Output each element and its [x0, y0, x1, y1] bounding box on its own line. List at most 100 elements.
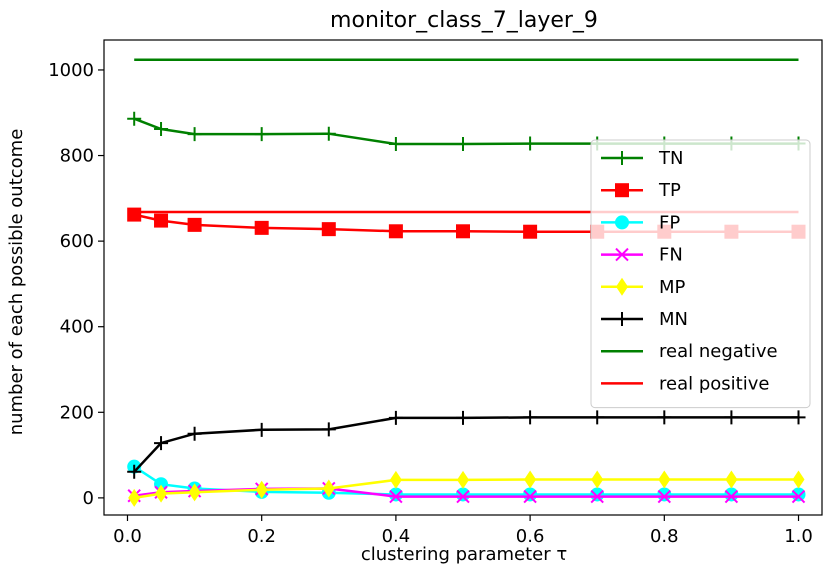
data-point-mn: [724, 410, 739, 425]
x-tick-label: 0.6: [516, 526, 545, 547]
data-point-mn: [127, 464, 142, 479]
data-point-mn: [456, 410, 470, 425]
data-point-fn: [657, 489, 672, 504]
data-point-mn: [590, 410, 605, 425]
legend-entry-mn: MN: [601, 309, 688, 330]
legend-entry-tn: TN: [601, 148, 683, 169]
data-point-tp: [321, 222, 336, 237]
axes-frame: [103, 39, 823, 516]
legend-entry-real-negative: real negative: [601, 341, 778, 362]
data-point-fp: [456, 487, 470, 502]
legend-entry-tp: TP: [601, 180, 681, 201]
data-point-fp: [791, 487, 806, 502]
data-point-mn: [187, 426, 202, 441]
data-point-fp: [657, 487, 672, 502]
data-point-mp: [524, 470, 537, 489]
data-point-mn: [254, 422, 269, 437]
data-point-fn: [724, 489, 739, 504]
y-tick-label: 400: [60, 317, 94, 338]
data-point-fn: [389, 489, 403, 504]
data-point-tp: [127, 207, 142, 222]
x-tick-label: 0.2: [247, 526, 276, 547]
y-tick-label: 200: [60, 402, 94, 423]
x-tick-label: 0.0: [113, 526, 142, 547]
data-point-fp: [590, 487, 605, 502]
legend-label-fp: FP: [659, 212, 680, 233]
legend-marker-fn: [615, 247, 629, 262]
legend-box: [590, 139, 811, 409]
data-point-fp: [523, 487, 538, 502]
data-point-mn: [657, 410, 672, 425]
series-fn: [127, 481, 806, 504]
legend-marker-tn: [615, 151, 629, 165]
data-point-mn: [523, 410, 538, 425]
legend-entry-mp: MP: [601, 277, 686, 298]
data-point-mn: [154, 436, 169, 451]
data-point-mn: [388, 410, 403, 425]
data-point-mp: [155, 484, 168, 503]
series-line-mn: [133, 416, 799, 473]
x-tick-label: 1.0: [784, 526, 813, 547]
data-point-mp: [188, 483, 201, 502]
legend-marker-mn: [615, 312, 629, 326]
data-point-tp: [456, 224, 470, 239]
y-tick-label: 600: [60, 231, 94, 252]
data-point-mp: [255, 480, 268, 499]
legend: TN TP FP FN MP MN real negative real positive: [590, 139, 811, 409]
legend-marker-mp: [616, 277, 628, 296]
data-point-tn: [523, 136, 538, 151]
y-tick-label: 800: [60, 146, 94, 167]
y-tick-label: 0: [83, 488, 94, 509]
y-axis-label: number of each possible outcome: [6, 129, 27, 436]
chart-title: monitor_class_7_layer_9: [330, 8, 598, 33]
data-point-tn: [388, 136, 403, 151]
legend-label-mn: MN: [659, 309, 688, 330]
data-point-mp: [725, 470, 738, 489]
data-point-tp: [388, 224, 403, 239]
legend-label-real-negative: real negative: [659, 341, 778, 362]
data-point-mp: [792, 470, 805, 489]
series-line-fn: [134, 487, 799, 498]
data-point-fn: [590, 489, 604, 504]
series-mp: [128, 470, 805, 507]
data-point-fn: [523, 489, 537, 504]
data-point-fn: [791, 489, 806, 504]
legend-marker-tp: [615, 183, 629, 198]
data-point-mp: [128, 488, 141, 507]
legend-marker-fp: [615, 215, 629, 230]
legend-entry-fp: FP: [601, 212, 680, 233]
data-point-tp: [523, 224, 538, 239]
data-point-mp: [658, 470, 671, 489]
data-point-mn: [791, 410, 806, 425]
data-point-mp: [591, 470, 604, 489]
data-point-mp: [457, 470, 469, 489]
legend-label-mp: MP: [659, 277, 686, 298]
data-point-tn: [154, 122, 169, 137]
legend-entry-fn: FN: [601, 245, 683, 266]
data-point-tn: [254, 127, 269, 142]
x-tick-label: 0.4: [382, 526, 411, 547]
legend-entry-real-positive: real positive: [601, 373, 769, 394]
data-point-mn: [321, 422, 336, 437]
data-point-fp: [724, 487, 739, 502]
data-point-mp: [322, 479, 335, 498]
legend-label-fn: FN: [659, 245, 683, 266]
data-point-tp: [254, 220, 269, 235]
data-point-tn: [127, 111, 142, 126]
data-point-fn: [456, 489, 470, 504]
data-point-tp: [187, 217, 202, 232]
legend-label-real-positive: real positive: [659, 373, 769, 394]
legend-label-tp: TP: [658, 180, 681, 201]
axes: 0.0 0.2 0.4 0.6 0.8 1.0 0 200 400 600 800 1000: [48, 39, 823, 547]
series-mn: [127, 410, 806, 479]
x-axis-label: clustering parameter τ: [361, 544, 567, 565]
data-point-tn: [456, 136, 470, 151]
x-tick-label: 0.8: [650, 526, 679, 547]
data-point-tn: [187, 127, 202, 142]
data-point-tp: [154, 213, 169, 228]
y-tick-label: 1000: [48, 60, 94, 81]
data-point-mp: [389, 470, 402, 489]
data-point-tn: [321, 126, 336, 141]
data-point-fp: [388, 487, 403, 502]
